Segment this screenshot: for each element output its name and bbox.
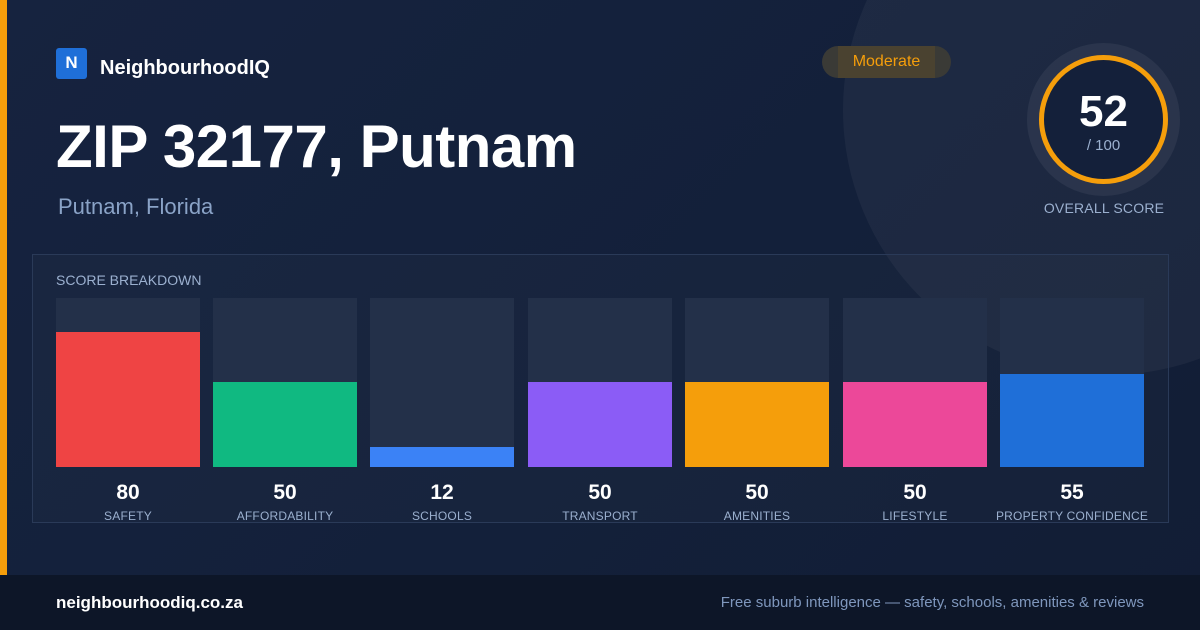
score-label-transport: TRANSPORT	[562, 509, 638, 523]
score-bar-track	[370, 298, 514, 467]
score-label-amenities: AMENITIES	[723, 509, 791, 523]
overall-score-label: OVERALL SCORE	[1043, 200, 1165, 216]
footer: neighbourhoodiq.co.za Free suburb intell…	[0, 575, 1200, 630]
page-title: ZIP 32177, Putnam	[56, 113, 577, 180]
score-label-property-confidence: PROPERTY CONFIDENCE	[995, 509, 1149, 523]
score-bar-track	[843, 298, 987, 467]
score-bar-affordability	[213, 382, 357, 467]
location-subtitle: Putnam, Florida	[58, 194, 214, 219]
score-value-amenities: 50	[745, 481, 769, 504]
score-value-schools: 12	[430, 481, 454, 504]
score-value-transport: 50	[588, 481, 612, 504]
overall-score-ring: 52 / 100	[1027, 43, 1180, 196]
score-bar-track	[213, 298, 357, 467]
score-value-affordability: 50	[273, 481, 297, 504]
score-label-lifestyle: LIFESTYLE	[882, 509, 948, 523]
score-bar-property-confidence	[1000, 374, 1144, 467]
score-breakdown-title: SCORE BREAKDOWN	[56, 272, 202, 288]
score-bar-amenities	[685, 382, 829, 467]
score-bar-track	[1000, 298, 1144, 467]
score-label-schools: SCHOOLS	[411, 509, 473, 523]
brand-logo-icon: N	[56, 47, 87, 79]
score-label-safety: SAFETY	[104, 509, 152, 523]
footer-domain-link[interactable]: neighbourhoodiq.co.za	[56, 593, 243, 612]
score-value-lifestyle: 50	[903, 481, 927, 504]
score-value-property-confidence: 55	[1060, 481, 1084, 504]
score-label-affordability: AFFORDABILITY	[236, 509, 334, 523]
rating-badge: Moderate	[822, 46, 951, 78]
score-bar-track	[685, 298, 829, 467]
score-value-safety: 80	[116, 481, 140, 504]
footer-tagline: Free suburb intelligence — safety, schoo…	[720, 594, 1144, 611]
score-breakdown-panel: SCORE BREAKDOWN 80 SAFETY 50 AFFORDABILI…	[32, 254, 1169, 523]
overall-score-value: 52	[1079, 87, 1128, 136]
score-bar-safety	[56, 332, 200, 467]
score-bar-schools	[370, 447, 514, 467]
score-bar-transport	[528, 382, 672, 467]
brand-name: NeighbourhoodIQ	[100, 57, 270, 79]
score-bar-lifestyle	[843, 382, 987, 467]
overall-score-ring-inner: 52 / 100	[1039, 55, 1168, 184]
rating-badge-label: Moderate	[852, 53, 921, 70]
accent-strip	[0, 0, 7, 575]
score-bar-track	[528, 298, 672, 467]
overall-score-max: / 100	[1086, 137, 1121, 154]
brand[interactable]: N NeighbourhoodIQ	[56, 46, 270, 80]
score-bar-track	[56, 298, 200, 467]
